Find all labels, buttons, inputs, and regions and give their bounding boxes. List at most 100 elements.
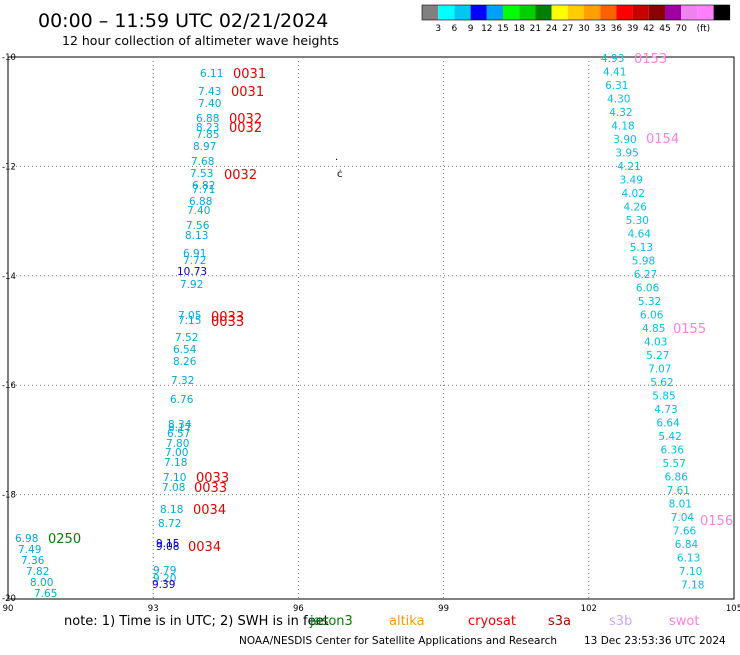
colorbar-tick-label: 27 (562, 24, 573, 34)
pass-label: 0153 (634, 52, 667, 67)
wave-height-value: 6.13 (677, 553, 700, 565)
colorbar-tick-label: 15 (497, 24, 508, 34)
wave-height-value: 9.79 (153, 565, 176, 577)
wave-height-value: 8.00 (30, 577, 53, 589)
x-tick-label: 93 (148, 604, 159, 614)
islet-mark: . (335, 152, 338, 163)
wave-height-value: 8.72 (158, 518, 181, 530)
page-subtitle: 12 hour collection of altimeter wave hei… (62, 33, 339, 48)
colorbar-swatch (616, 5, 633, 20)
wave-height-value: 7.15 (178, 315, 201, 327)
wave-height-value: 6.88 (196, 113, 219, 125)
pass-label: 0031 (231, 85, 264, 100)
wave-height-value: 7.08 (162, 482, 185, 494)
wave-height-value: 6.27 (634, 269, 657, 281)
pass-label: 0033 (194, 481, 227, 496)
wave-height-value: 6.11 (200, 68, 223, 80)
colorbar-swatch (535, 5, 552, 20)
wave-height-value: 9.08 (156, 541, 179, 553)
wave-height-value: 6.54 (173, 344, 197, 356)
wave-height-value: 7.32 (171, 375, 194, 387)
wave-height-value: 3.90 (613, 134, 636, 146)
wave-height-value: 6.57 (167, 428, 190, 440)
wave-height-value: 7.10 (163, 472, 186, 484)
colorbar-tick-label: 12 (481, 24, 492, 34)
colorbar-tick-label: 6 (452, 24, 458, 34)
wave-height-value: 7.05 (178, 310, 201, 322)
wave-height-value: 3.95 (615, 148, 638, 160)
pass-label: 0032 (229, 121, 262, 136)
x-tick-label: 102 (581, 604, 597, 614)
wave-height-value: 8.18 (160, 504, 183, 516)
pass-label: 0250 (48, 532, 81, 547)
pass-label: 0033 (211, 310, 244, 325)
wave-height-value: 5.85 (652, 391, 675, 403)
colorbar-tick-label: 18 (513, 24, 525, 34)
wave-height-value: 7.85 (196, 129, 219, 141)
wave-height-value: 7.07 (648, 364, 671, 376)
wave-height-value: 7.00 (165, 447, 188, 459)
pass-label: 0031 (233, 67, 266, 82)
wave-height-value: 4.41 (603, 67, 626, 79)
pass-label: 0034 (193, 503, 226, 518)
pass-label: 0033 (211, 315, 244, 330)
satellite-name: altika (389, 614, 425, 629)
wave-height-value: 7.10 (679, 566, 702, 578)
wave-height-value: 7.52 (175, 332, 198, 344)
wave-height-value: 5.57 (663, 458, 686, 470)
wave-height-value: 6.06 (640, 310, 664, 322)
wave-height-value: 6.98 (15, 533, 38, 545)
wave-height-value: 5.98 (632, 256, 655, 268)
colorbar-tick-label: 9 (468, 24, 474, 34)
wave-height-value: 8.13 (185, 230, 208, 242)
timestamp: 13 Dec 23:53:36 UTC 2024 (584, 635, 726, 647)
colorbar-swatch (438, 5, 455, 20)
wave-height-value: 4.21 (617, 161, 640, 173)
pass-label: 0034 (188, 540, 221, 555)
wave-height-value: 8.34 (168, 419, 192, 431)
wave-height-value: 7.61 (667, 485, 690, 497)
colorbar-swatch (503, 5, 520, 20)
colorbar-swatch (697, 5, 714, 20)
colorbar-swatch (567, 5, 584, 20)
wave-height-value: 5.13 (630, 242, 653, 254)
wave-height-value: 7.49 (18, 544, 41, 556)
y-tick-label: -18 (2, 491, 16, 501)
pass-label: 0156 (700, 514, 733, 529)
colorbar-tick-label: 3 (435, 24, 441, 34)
pass-label: 0032 (224, 168, 257, 183)
pass-labels: 0031 0031 0032 0032 0032 0033 0033 0033 … (48, 52, 733, 555)
islet-mark: ċ (337, 169, 343, 180)
colorbar-tick-label: 36 (611, 24, 623, 34)
wave-height-value: 9.15 (156, 538, 179, 550)
pass-label: 0155 (673, 322, 706, 337)
wave-height-value: 7.18 (164, 457, 187, 469)
colorbar-swatch (648, 5, 665, 20)
wave-height-value: 5.32 (638, 296, 661, 308)
wave-height-value: 6.36 (661, 445, 685, 457)
wave-height-value: 6.86 (665, 472, 689, 484)
wave-height-value: 7.36 (21, 555, 45, 567)
colorbar-swatch (422, 5, 439, 20)
wave-height-value: 7.68 (191, 156, 214, 168)
wave-height-value: 8.01 (669, 499, 692, 511)
colorbar-swatch (632, 5, 649, 20)
x-tick-label: 90 (3, 604, 14, 614)
y-tick-label: -10 (2, 53, 16, 63)
units-note: note: 1) Time is in UTC; 2) SWH is in fe… (64, 614, 329, 629)
satellite-name: s3b (609, 614, 632, 629)
wave-height-value: 6.88 (189, 196, 212, 208)
wave-height-value: 6.82 (192, 180, 215, 192)
colorbar-border (421, 4, 731, 21)
wave-height-value: 4.85 (642, 323, 665, 335)
page-title: 00:00 – 11:59 UTC 02/21/2024 (38, 10, 328, 32)
wave-height-value: 4.02 (622, 188, 645, 200)
x-tick-label: 105 (726, 604, 740, 614)
wave-height-values: 6.117.437.406.888.237.858.977.687.536.82… (15, 53, 704, 600)
wave-height-value: 6.91 (183, 248, 206, 260)
wave-height-value: 7.04 (671, 512, 695, 524)
satellite-name: jason3 (309, 614, 353, 629)
wave-height-value: 7.40 (198, 98, 221, 110)
